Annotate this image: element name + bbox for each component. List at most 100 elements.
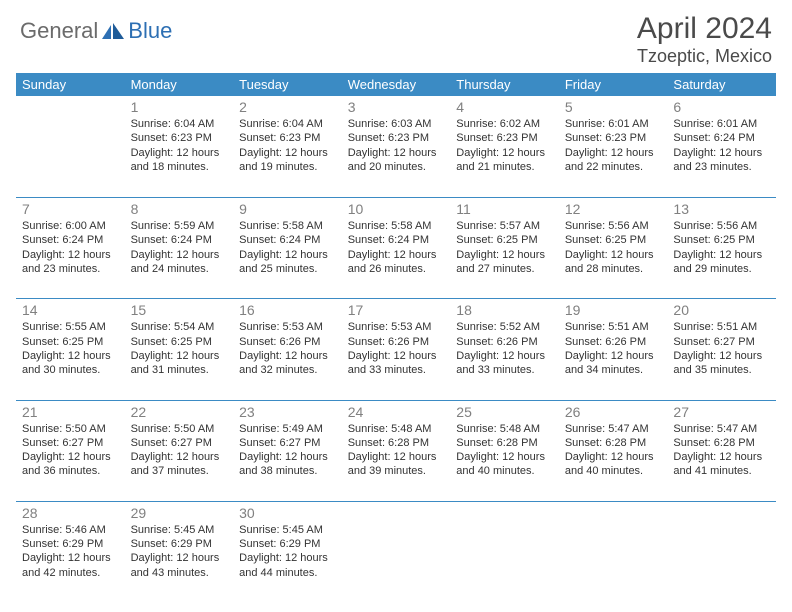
day-ss: Sunset: 6:25 PM [131, 335, 228, 349]
day-d1: Daylight: 12 hours [565, 248, 662, 262]
day-d2: and 29 minutes. [673, 262, 770, 276]
day-ss: Sunset: 6:24 PM [673, 131, 770, 145]
day-d1: Daylight: 12 hours [131, 248, 228, 262]
day-d2: and 38 minutes. [239, 464, 336, 478]
day-info: Sunrise: 5:50 AMSunset: 6:27 PMDaylight:… [22, 422, 119, 479]
title-location: Tzoeptic, Mexico [637, 46, 772, 67]
day-d2: and 36 minutes. [22, 464, 119, 478]
logo-word2: Blue [128, 18, 172, 44]
day-cell: 2 Sunrise: 6:04 AMSunset: 6:23 PMDaylight… [233, 96, 342, 197]
logo-sails-icon [100, 21, 126, 41]
day-number: 19 [565, 302, 662, 318]
day-d2: and 33 minutes. [348, 363, 445, 377]
day-number: 12 [565, 201, 662, 217]
day-d1: Daylight: 12 hours [673, 146, 770, 160]
day-cell: 30Sunrise: 5:45 AMSunset: 6:29 PMDayligh… [233, 501, 342, 602]
weekday-tuesday: Tuesday [233, 73, 342, 96]
day-d2: and 19 minutes. [239, 160, 336, 174]
day-number: 18 [456, 302, 553, 318]
day-d1: Daylight: 12 hours [22, 551, 119, 565]
day-cell: 5Sunrise: 6:01 AMSunset: 6:23 PMDaylight… [559, 96, 668, 197]
day-info: Sunrise: 6:01 AMSunset: 6:24 PMDaylight:… [673, 117, 770, 174]
day-cell: 6Sunrise: 6:01 AMSunset: 6:24 PMDaylight… [667, 96, 776, 197]
day-sr: Sunrise: 5:50 AM [131, 422, 228, 436]
day-cell [450, 501, 559, 602]
day-info: Sunrise: 5:48 AMSunset: 6:28 PMDaylight:… [348, 422, 445, 479]
day-cell: 18Sunrise: 5:52 AMSunset: 6:26 PMDayligh… [450, 298, 559, 399]
weekday-friday: Friday [559, 73, 668, 96]
day-d1: Daylight: 12 hours [673, 349, 770, 363]
day-d2: and 40 minutes. [565, 464, 662, 478]
day-sr: Sunrise: 5:57 AM [456, 219, 553, 233]
day-d2: and 28 minutes. [565, 262, 662, 276]
day-d1: Daylight: 12 hours [673, 450, 770, 464]
day-info: Sunrise: 5:56 AMSunset: 6:25 PMDaylight:… [673, 219, 770, 276]
day-d2: and 39 minutes. [348, 464, 445, 478]
day-cell: 25Sunrise: 5:48 AMSunset: 6:28 PMDayligh… [450, 400, 559, 501]
day-cell: 7Sunrise: 6:00 AMSunset: 6:24 PMDaylight… [16, 197, 125, 298]
day-d1: Daylight: 12 hours [348, 450, 445, 464]
day-number: 13 [673, 201, 770, 217]
day-ss: Sunset: 6:25 PM [456, 233, 553, 247]
day-d2: and 23 minutes. [673, 160, 770, 174]
day-cell [342, 501, 451, 602]
day-ss: Sunset: 6:24 PM [22, 233, 119, 247]
day-number: 10 [348, 201, 445, 217]
day-ss: Sunset: 6:29 PM [131, 537, 228, 551]
day-d1: Daylight: 12 hours [456, 349, 553, 363]
day-cell [559, 501, 668, 602]
day-info: Sunrise: 5:45 AMSunset: 6:29 PMDaylight:… [131, 523, 228, 580]
day-sr: Sunrise: 5:51 AM [673, 320, 770, 334]
day-number: 24 [348, 404, 445, 420]
day-cell: 8Sunrise: 5:59 AMSunset: 6:24 PMDaylight… [125, 197, 234, 298]
day-d2: and 34 minutes. [565, 363, 662, 377]
logo-word1: General [20, 18, 98, 44]
day-ss: Sunset: 6:23 PM [239, 131, 336, 145]
calendar-page: General Blue April 2024 Tzoeptic, Mexico… [0, 0, 792, 612]
day-sr: Sunrise: 5:47 AM [673, 422, 770, 436]
day-number: 22 [131, 404, 228, 420]
day-cell: 19 Sunrise: 5:51 AMSunset: 6:26 PMDayligh… [559, 298, 668, 399]
day-cell [16, 96, 125, 197]
day-ss: Sunset: 6:29 PM [239, 537, 336, 551]
day-ss: Sunset: 6:26 PM [348, 335, 445, 349]
day-d1: Daylight: 12 hours [673, 248, 770, 262]
day-sr: Sunrise: 5:53 AM [239, 320, 336, 334]
day-ss: Sunset: 6:23 PM [456, 131, 553, 145]
day-sr: Sunrise: 6:01 AM [673, 117, 770, 131]
weekday-saturday: Saturday [667, 73, 776, 96]
day-cell: 15Sunrise: 5:54 AMSunset: 6:25 PMDayligh… [125, 298, 234, 399]
day-d2: and 33 minutes. [456, 363, 553, 377]
day-sr: Sunrise: 5:45 AM [131, 523, 228, 537]
day-d1: Daylight: 12 hours [239, 248, 336, 262]
weekday-wednesday: Wednesday [342, 73, 451, 96]
day-info: Sunrise: 5:57 AMSunset: 6:25 PMDaylight:… [456, 219, 553, 276]
day-info: Sunrise: 5:47 AMSunset: 6:28 PMDaylight:… [565, 422, 662, 479]
day-number: 23 [239, 404, 336, 420]
day-d1: Daylight: 12 hours [565, 349, 662, 363]
day-cell: 3Sunrise: 6:03 AMSunset: 6:23 PMDaylight… [342, 96, 451, 197]
day-sr: Sunrise: 5:56 AM [673, 219, 770, 233]
day-cell: 16Sunrise: 5:53 AMSunset: 6:26 PMDayligh… [233, 298, 342, 399]
title-month: April 2024 [637, 12, 772, 46]
day-cell: 21Sunrise: 5:50 AMSunset: 6:27 PMDayligh… [16, 400, 125, 501]
day-number: 2 [239, 99, 336, 115]
day-d1: Daylight: 12 hours [239, 450, 336, 464]
weekday-header-row: Sunday Monday Tuesday Wednesday Thursday… [16, 73, 776, 96]
weekday-sunday: Sunday [16, 73, 125, 96]
day-number: 29 [131, 505, 228, 521]
day-info: Sunrise: 5:51 AMSunset: 6:26 PMDaylight:… [565, 320, 662, 377]
day-d1: Daylight: 12 hours [239, 551, 336, 565]
day-d1: Daylight: 12 hours [565, 146, 662, 160]
day-number: 3 [348, 99, 445, 115]
day-number: 8 [131, 201, 228, 217]
day-ss: Sunset: 6:23 PM [348, 131, 445, 145]
day-d1: Daylight: 12 hours [239, 146, 336, 160]
day-info: Sunrise: 6:04 AMSunset: 6:23 PMDaylight:… [239, 117, 336, 174]
day-info: Sunrise: 5:53 AMSunset: 6:26 PMDaylight:… [239, 320, 336, 377]
day-number: 9 [239, 201, 336, 217]
day-sr: Sunrise: 5:59 AM [131, 219, 228, 233]
day-number: 7 [22, 201, 119, 217]
day-info: Sunrise: 5:47 AMSunset: 6:28 PMDaylight:… [673, 422, 770, 479]
day-sr: Sunrise: 5:49 AM [239, 422, 336, 436]
